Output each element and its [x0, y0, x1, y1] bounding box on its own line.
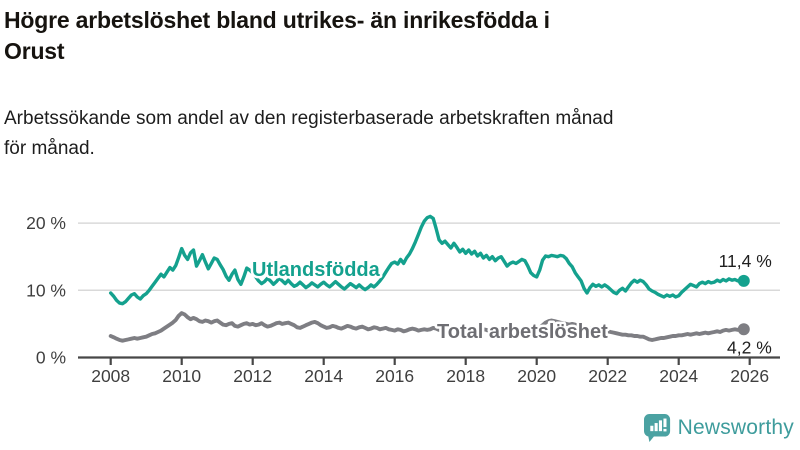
- subtitle-line-2: för månad.: [4, 138, 95, 159]
- y-tick-label-0: 0 %: [36, 348, 66, 368]
- title-line-1: Högre arbetslöshet bland utrikes- än inr…: [4, 7, 550, 33]
- y-tick-label-10: 10 %: [26, 280, 66, 300]
- series-end-value-0: 11,4 %: [719, 251, 772, 271]
- x-tick-label-2022: 2022: [588, 366, 627, 386]
- series-line-0: [108, 214, 746, 306]
- x-tick-label-2008: 2008: [91, 366, 130, 386]
- x-tick-label-2020: 2020: [517, 366, 556, 386]
- series-label-1: Total arbetslöshet: [437, 321, 608, 343]
- newsworthy-logo: Newsworthy: [643, 411, 794, 445]
- page-title: Högre arbetslöshet bland utrikes- än inr…: [4, 5, 796, 67]
- series-line-1: [108, 311, 746, 343]
- chart-subtitle: Arbetssökande som andel av den registerb…: [4, 104, 796, 164]
- x-tick-label-2026: 2026: [730, 366, 769, 386]
- y-tick-label-20: 20 %: [26, 213, 66, 233]
- series-end-dot-1: [737, 323, 750, 336]
- series-end-value-1: 4,2 %: [727, 337, 772, 357]
- x-tick-label-2024: 2024: [659, 366, 698, 386]
- bar-chart-speech-bubble-icon: [643, 414, 670, 442]
- x-tick-label-2016: 2016: [375, 366, 414, 386]
- newsworthy-wordmark: Newsworthy: [677, 416, 794, 439]
- series-label-0: Utlandsfödda: [252, 259, 381, 281]
- x-tick-label-2018: 2018: [446, 366, 485, 386]
- x-tick-label-2010: 2010: [162, 366, 201, 386]
- title-line-2: Orust: [4, 38, 65, 64]
- series-end-dot-0: [737, 274, 750, 287]
- x-tick-label-2012: 2012: [233, 366, 272, 386]
- subtitle-line-1: Arbetssökande som andel av den registerb…: [4, 108, 614, 129]
- x-tick-label-2014: 2014: [304, 366, 343, 386]
